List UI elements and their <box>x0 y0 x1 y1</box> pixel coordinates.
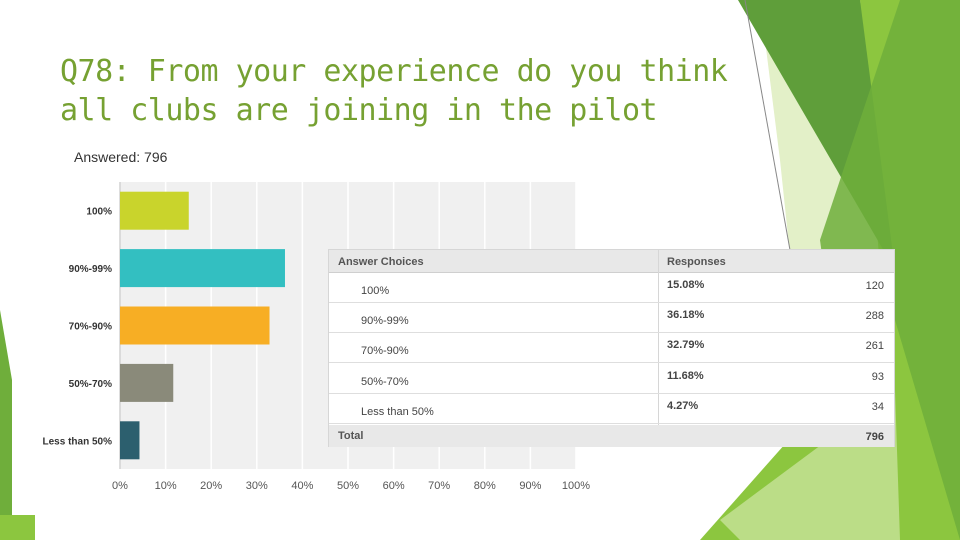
bar <box>120 363 174 402</box>
row-percent: 32.79% <box>667 339 705 351</box>
bar <box>120 306 270 345</box>
category-label: 70%-90% <box>69 322 112 333</box>
x-tick-label: 80% <box>474 480 496 492</box>
table-total-row: Total 796 <box>329 425 894 447</box>
x-tick-labels: 0% 10% 20% 30% 40% 50% 60% 70% 80% 90% 100% <box>112 480 590 492</box>
row-label: 50%-70% <box>361 376 409 388</box>
category-label: 90%-99% <box>69 264 112 275</box>
deco-shape-left-bottom <box>0 515 35 540</box>
x-tick-label: 30% <box>246 480 268 492</box>
table-row: 50%-70% 11.68% 93 <box>329 364 894 394</box>
x-tick-label: 50% <box>337 480 359 492</box>
row-percent: 4.27% <box>667 400 699 412</box>
response-table: Answer Choices Responses 100% 15.08% 120… <box>328 249 895 447</box>
x-tick-label: 60% <box>383 480 405 492</box>
table-row: Less than 50% 4.27% 34 <box>329 394 894 424</box>
table-header: Answer Choices Responses <box>329 250 894 273</box>
category-label: 50%-70% <box>69 379 112 390</box>
row-label: 90%-99% <box>361 315 409 327</box>
deco-line <box>744 0 791 251</box>
x-tick-label: 0% <box>112 480 128 492</box>
bar <box>120 421 140 460</box>
row-count: 120 <box>865 280 884 292</box>
row-label: 100% <box>361 285 390 297</box>
header-responses: Responses <box>667 256 726 268</box>
column-divider <box>658 250 659 446</box>
row-percent: 15.08% <box>667 279 705 291</box>
row-count: 93 <box>871 371 884 383</box>
bars <box>120 191 285 460</box>
row-percent: 36.18% <box>667 309 705 321</box>
x-tick-label: 20% <box>200 480 222 492</box>
x-tick-label: 100% <box>562 480 590 492</box>
row-count: 288 <box>865 310 884 322</box>
deco-shape-left <box>0 310 12 540</box>
table-row: 70%-90% 32.79% 261 <box>329 333 894 363</box>
total-count: 796 <box>865 431 884 443</box>
table-row: 100% 15.08% 120 <box>329 273 894 303</box>
slide-title: Q78: From your experience do you think a… <box>60 54 728 128</box>
category-label: 100% <box>86 207 112 218</box>
category-label: Less than 50% <box>43 436 113 447</box>
row-count: 34 <box>871 401 884 413</box>
total-label: Total <box>338 430 364 442</box>
x-tick-label: 70% <box>428 480 450 492</box>
row-percent: 11.68% <box>667 370 704 382</box>
bar <box>120 249 285 288</box>
row-label: Less than 50% <box>361 406 434 418</box>
bar <box>120 191 189 230</box>
row-label: 70%-90% <box>361 345 409 357</box>
header-answer-choices: Answer Choices <box>338 256 424 268</box>
x-tick-label: 40% <box>291 480 313 492</box>
row-count: 261 <box>865 340 884 352</box>
table-row: 90%-99% 36.18% 288 <box>329 303 894 333</box>
category-labels: 100% 90%-99% 70%-90% 50%-70% Less than 50% <box>43 207 113 448</box>
x-tick-label: 10% <box>155 480 177 492</box>
answered-count: Answered: 796 <box>74 149 168 165</box>
x-tick-label: 90% <box>519 480 541 492</box>
